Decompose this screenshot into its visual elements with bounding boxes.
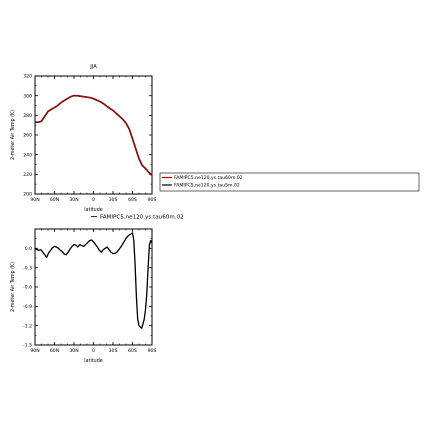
x-axis-label: latitude (84, 358, 102, 364)
x-tick-label: 30S (109, 348, 118, 354)
x-tick-label: 90S (148, 197, 157, 203)
y-tick-label: -1.2 (23, 323, 32, 329)
chart-temperature-difference: 90N 60N 30N 0 30S 60S 90S -1.5 -1.2 -0.9 -0.6 -0.3 0… (10, 215, 184, 365)
y-tick-label: 320 (23, 74, 32, 80)
chart-title: FAMIPC5.ne120.ys.tau60m.02 (100, 215, 184, 221)
plot-frame (34, 75, 153, 195)
legend-label-2: FAMIPC5.ne120.ys.tau5m.02 (174, 183, 240, 189)
y-tick-label: 300 (23, 93, 32, 99)
y-axis-label: 2-meter Air Temp (K) (10, 110, 16, 160)
x-tick-label: 30S (109, 197, 118, 203)
x-tick-label: 60N (50, 348, 59, 354)
y-tick-label: 240 (23, 152, 32, 158)
x-tick-label: 60S (128, 197, 137, 203)
x-tick-label: 60S (128, 348, 137, 354)
y-tick-label: -0.6 (23, 285, 32, 291)
y-axis-label: 2-meter Air Temp (K) (10, 262, 16, 312)
series-line-1 (34, 232, 153, 329)
y-tick-label: 280 (23, 113, 32, 119)
y-tick-label: 200 (23, 192, 32, 198)
y-tick-label: 220 (23, 172, 32, 178)
y-tick-label: -0.9 (23, 304, 32, 310)
x-axis-label: latitude (84, 207, 102, 213)
chart-temperature: 90N 60N 30N 0 30S 60S 90S 200 220 240 260 280 300 320… (10, 64, 156, 213)
chart-title: JJA (89, 64, 97, 70)
y-tick-label: -1.5 (23, 343, 32, 349)
series-line-2 (35, 94, 153, 176)
x-tick-label: 30N (69, 197, 78, 203)
legend: FAMIPC5.ne120.ys.tau60m.02 FAMIPC5.ne120.… (159, 172, 420, 192)
x-tick-label: 60N (50, 197, 59, 203)
series-line-1 (35, 95, 153, 176)
x-tick-label: 0 (92, 348, 95, 354)
legend-label-1: FAMIPC5.ne120.ys.tau60m.02 (174, 175, 243, 181)
x-tick-label: 90N (30, 197, 39, 203)
y-tick-label: 0.0 (25, 246, 32, 252)
x-tick-label: 90S (148, 348, 157, 354)
y-tick-label: -0.3 (23, 265, 32, 271)
x-tick-label: 90N (30, 348, 39, 354)
x-tick-label: 30N (69, 348, 78, 354)
x-tick-label: 0 (92, 197, 95, 203)
y-tick-label: 260 (23, 133, 32, 139)
legend-box (159, 172, 420, 192)
